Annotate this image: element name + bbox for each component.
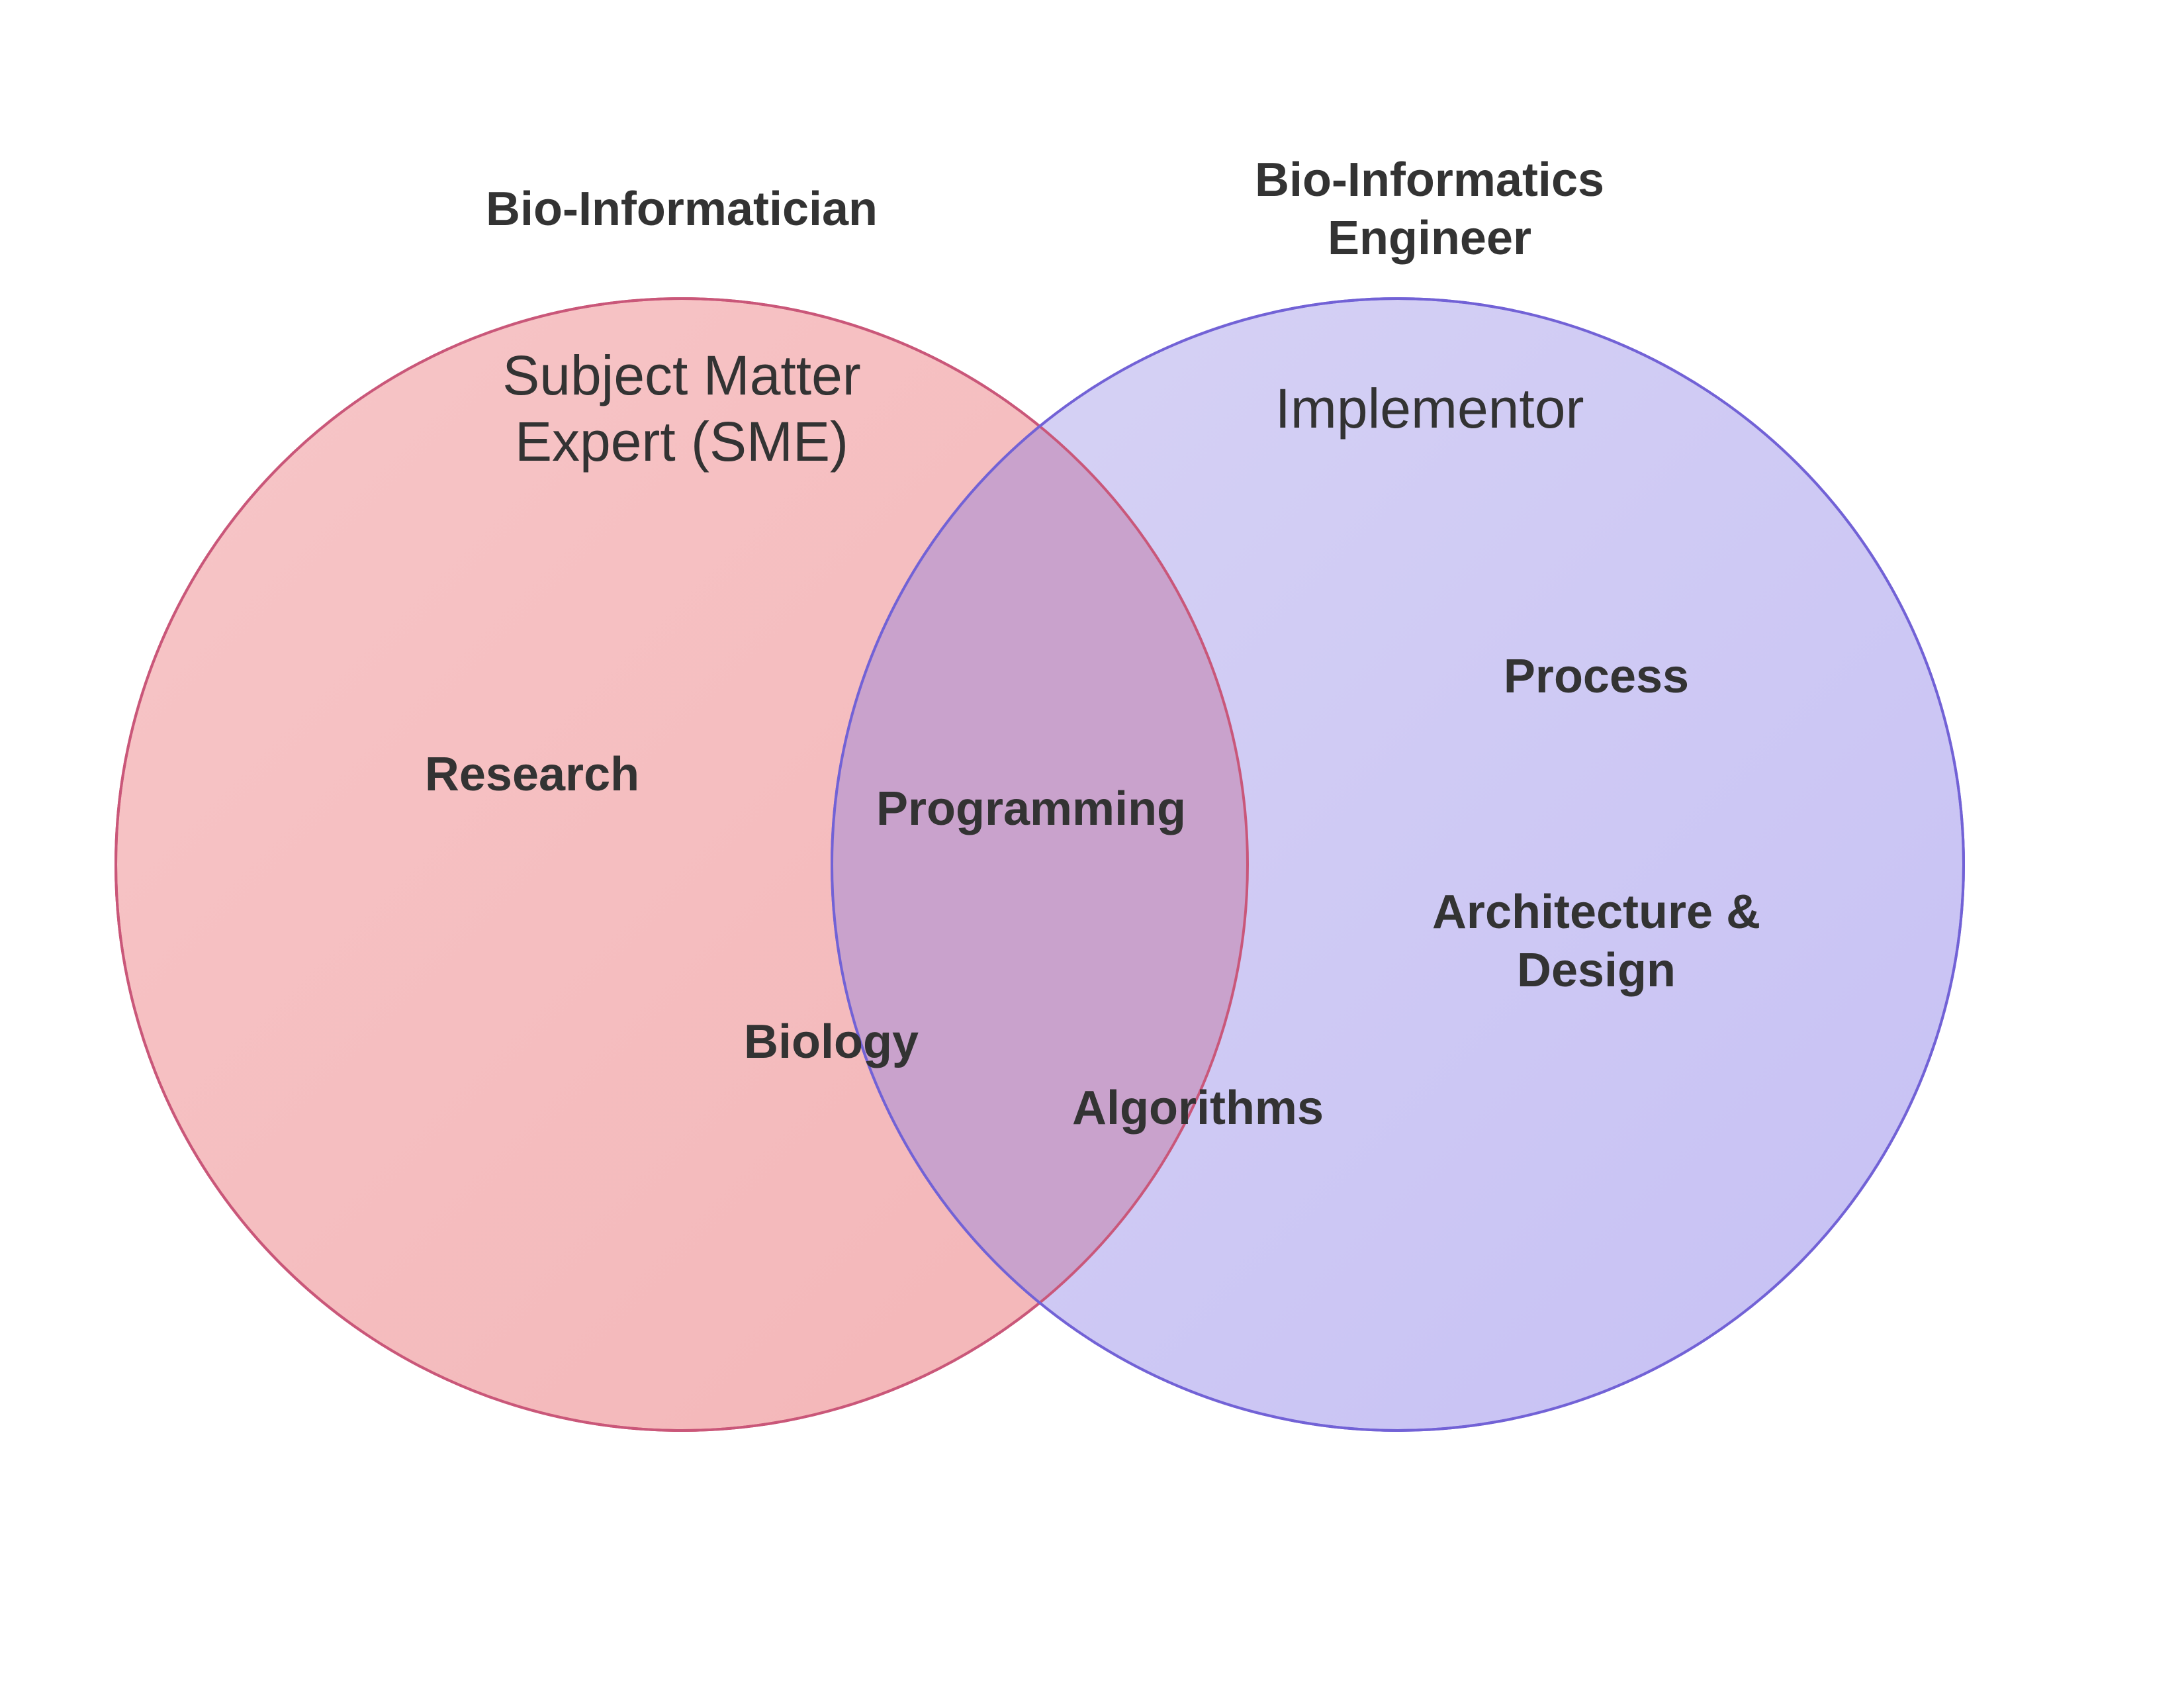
item-algorithms: Algorithms xyxy=(1071,1082,1324,1135)
left-circle-outline xyxy=(114,297,1249,1432)
overlap-region xyxy=(832,299,1248,1430)
item-research: Research xyxy=(424,748,640,801)
item-architecture-design: Architecture & Design xyxy=(1432,886,1761,997)
item-biology: Biology xyxy=(744,1015,919,1068)
right-circle-title: Bio-Informatics Engineer xyxy=(1254,154,1605,265)
right-circle-outline xyxy=(831,297,1965,1432)
item-process: Process xyxy=(1503,650,1690,703)
left-circle-subtitle: Subject Matter Expert (SME) xyxy=(502,344,861,473)
left-circle-title: Bio-Informatician xyxy=(485,183,878,236)
item-programming: Programming xyxy=(876,782,1187,835)
right-circle-subtitle: Implementor xyxy=(1275,377,1584,440)
